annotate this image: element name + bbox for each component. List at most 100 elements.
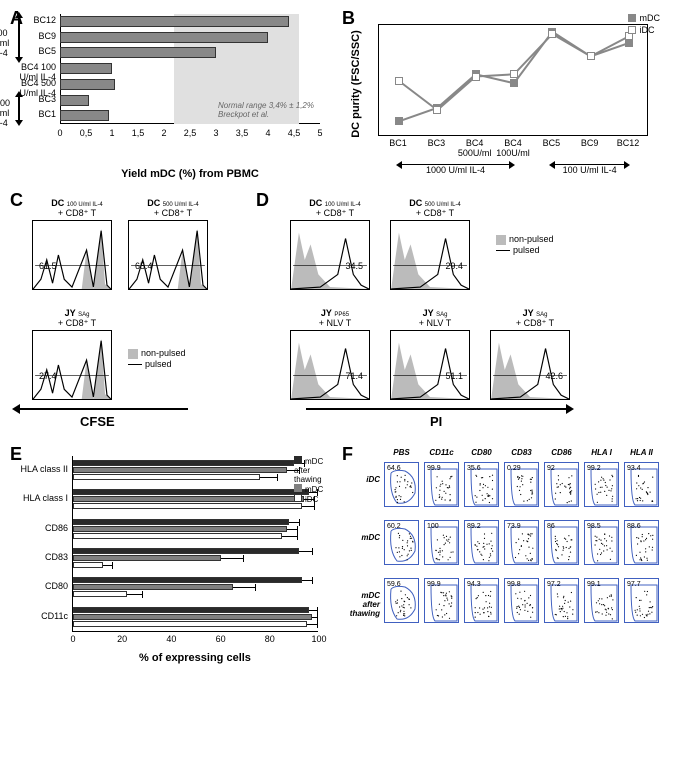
panel-c: C 61.5DC 100 U/ml IL-4+ CD8⁺ T65.4DC 500… (8, 190, 248, 434)
facs-title: DC 100 U/ml IL-4+ CD8⁺ T (32, 198, 122, 219)
facs-histogram: 34.5 (290, 220, 370, 290)
panel-e-bar (73, 614, 312, 620)
panel-f-col-head: CD11c (424, 448, 459, 457)
panel-d-axis: PI (430, 414, 442, 429)
panel-f-col-head: CD80 (464, 448, 499, 457)
panel-e-bar (73, 489, 309, 495)
panel-f-cell-value: 89.2 (467, 523, 481, 530)
panel-d-label: D (256, 190, 269, 211)
panel-f-label: F (342, 444, 353, 465)
panel-e-bar (73, 467, 287, 473)
panel-e-bar (73, 519, 289, 525)
panel-e-bar (73, 562, 103, 568)
panel-e-bar (73, 548, 299, 554)
panel-b-point-idc (548, 30, 556, 38)
panel-f-cell-value: 92 (547, 465, 555, 472)
panel-f-col-head: CD83 (504, 448, 539, 457)
panel-f-col-head: CD86 (544, 448, 579, 457)
panel-e-xtick: 20 (107, 634, 137, 644)
panel-e-bar (73, 577, 302, 583)
panel-a-bar (60, 63, 112, 74)
panel-e-bar (73, 474, 260, 480)
panel-b-xtick: BC9 (572, 138, 608, 148)
panel-e-bar (73, 621, 307, 627)
panel-e: E 020406080100 HLA class IIHLA class ICD… (8, 444, 334, 664)
panel-f-cell-value: 94.3 (467, 581, 481, 588)
panel-f-cell-value: 64.6 (387, 465, 401, 472)
panel-e-xtick: 40 (156, 634, 186, 644)
panel-a-xtick: 3,5 (232, 128, 252, 138)
panel-f-cell: 86 (544, 520, 579, 565)
panel-e-bar (73, 555, 221, 561)
panel-f-cell-value: 99.9 (427, 465, 441, 472)
panel-e-chart: 020406080100 (72, 456, 318, 632)
panel-f-cell: 59.6 (384, 578, 419, 623)
panel-c-legend: non-pulsed pulsed (128, 348, 186, 369)
panel-e-bar (73, 496, 304, 502)
panel-a-xtick: 2,5 (180, 128, 200, 138)
facs-title: JY SAg+ CD8⁺ T (490, 308, 580, 329)
facs-value: 34.5 (345, 261, 363, 271)
panel-f-cell-value: 59.6 (387, 581, 401, 588)
panel-a-group-label: 100 U/mlIL-4 (0, 28, 16, 58)
facs-value: 27.4 (39, 371, 57, 381)
panel-a-note: Normal range 3,4% ± 1,2%Breckpot et al. (218, 102, 314, 120)
panel-b: B DC purity (FSC/SSC) BC1BC3BC4500U/mlBC… (340, 8, 666, 180)
panel-e-row-label: HLA class II (8, 464, 68, 474)
panel-b-point-idc (510, 70, 518, 78)
panel-d: D 34.5DC 100 U/ml IL-4+ CD8⁺ T29.4DC 500… (254, 190, 664, 434)
panel-f-cell-value: 35.6 (467, 465, 481, 472)
panel-f-cell: 99.9 (424, 578, 459, 623)
panel-e-bar (73, 460, 294, 466)
panel-a-chart: BC12BC9BC5BC4 100 U/ml IL-4BC4 500 U/ml … (60, 14, 320, 148)
facs-histogram: 42.6 (490, 330, 570, 400)
panel-f-cell-value: 0.29 (507, 465, 521, 472)
panel-f-cell-value: 86 (547, 523, 555, 530)
panel-e-xtick: 60 (206, 634, 236, 644)
panel-f-cell: 97.7 (624, 578, 659, 623)
panel-e-xlabel: % of expressing cells (72, 652, 318, 664)
panel-f-cell-value: 99.1 (587, 581, 601, 588)
panel-b-point-mdc (395, 117, 403, 125)
panel-f-cell-value: 99.8 (507, 581, 521, 588)
facs-title: JY SAg+ NLV T (390, 308, 480, 328)
panel-a-bar (60, 16, 289, 27)
facs-value: 51.1 (445, 371, 463, 381)
panel-b-xtick: BC5 (533, 138, 569, 148)
panel-b-xtick: BC12 (610, 138, 646, 148)
panel-b-point-mdc (510, 79, 518, 87)
panel-e-row-label: CD86 (8, 523, 68, 533)
panel-f: F PBS CD11c CD80 CD83 CD86 HLA I HLA II 64.6 99… (340, 444, 666, 664)
panel-f-cell-value: 99.2 (587, 465, 601, 472)
facs-histogram: 65.4 (128, 220, 208, 290)
panel-a-bar (60, 95, 89, 106)
panel-f-cell: 60.2 (384, 520, 419, 565)
panel-a-xtick: 1,5 (128, 128, 148, 138)
panel-f-col-head: HLA II (624, 448, 659, 457)
panel-f-cell: 89.2 (464, 520, 499, 565)
panel-b-xtick: BC4500U/ml (457, 138, 493, 158)
facs-value: 29.4 (445, 261, 463, 271)
panel-e-xtick: 80 (255, 634, 285, 644)
panel-f-col-head: HLA I (584, 448, 619, 457)
panel-f-row-head: mDCafterthawing (340, 592, 380, 618)
panel-c-axis: CFSE (80, 414, 115, 429)
panel-e-xtick: 100 (304, 634, 334, 644)
facs-title: DC 500 U/ml IL-4+ CD8⁺ T (390, 198, 480, 219)
panel-f-cell: 64.6 (384, 462, 419, 507)
panel-e-bar (73, 584, 233, 590)
facs-value: 61.5 (39, 261, 57, 271)
panel-b-xtick: BC3 (418, 138, 454, 148)
panel-f-cell: 93.4 (624, 462, 659, 507)
panel-f-cell: 98.5 (584, 520, 619, 565)
panel-f-cell: 99.2 (584, 462, 619, 507)
panel-f-col-head: PBS (384, 448, 419, 457)
panel-f-cell: 0.29 (504, 462, 539, 507)
panel-a-bar (60, 32, 268, 43)
facs-title: DC 500 U/ml IL-4+ CD8⁺ T (128, 198, 218, 219)
panel-b-point-idc (395, 77, 403, 85)
panel-e-row-label: CD80 (8, 581, 68, 591)
panel-f-cell-value: 99.9 (427, 581, 441, 588)
panel-a-xtick: 5 (310, 128, 330, 138)
facs-histogram: 61.5 (32, 220, 112, 290)
